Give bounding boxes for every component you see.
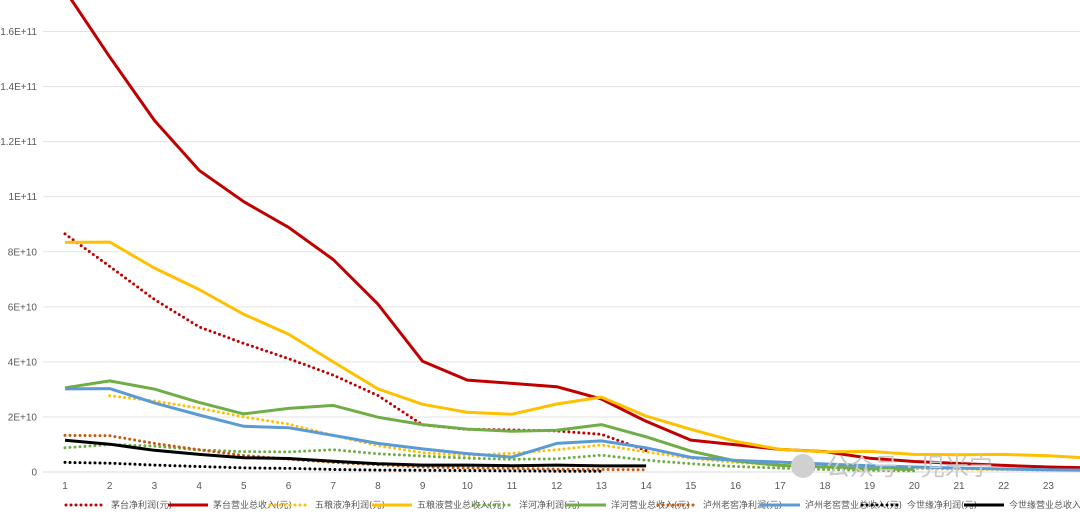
y-tick-label: 8E+10: [8, 247, 38, 258]
y-axis-tick-labels: 0 2E+10 4E+10 6E+10 8E+10 1E+11 1.2E+11 1.4E+11…: [0, 27, 37, 478]
x-tick-label: 6: [286, 481, 292, 492]
x-tick-label: 19: [864, 481, 876, 492]
x-tick-label: 11: [507, 481, 518, 492]
legend-label: 洋河营业总收入(元): [611, 499, 690, 511]
x-tick-label: 22: [998, 481, 1010, 492]
watermark-text: 公众号 · 児米宁: [826, 453, 993, 481]
x-tick-label: 3: [152, 481, 158, 492]
legend-label: 今世缘净利润(元): [907, 499, 977, 511]
legend: 茅台净利润(元) 茅台营业总收入(元) 五粮液净利润(元) 五粮液营业总收入(元) 洋河…: [64, 499, 1080, 511]
y-tick-label: 1.6E+11: [0, 27, 37, 38]
legend-label: 洋河净利润(元): [519, 499, 580, 511]
legend-label: 茅台营业总收入(元): [213, 499, 292, 511]
series-line: [63, 460, 603, 473]
y-tick-label: 1E+11: [9, 192, 38, 203]
x-tick-label: 15: [685, 481, 697, 492]
series-line: [64, 379, 915, 471]
x-tick-label: 12: [551, 481, 563, 492]
legend-label: 五粮液营业总收入(元): [417, 499, 505, 511]
x-tick-label: 16: [730, 481, 742, 492]
y-tick-label: 6E+10: [8, 302, 38, 313]
x-tick-label: 20: [909, 481, 921, 492]
y-tick-label: 0: [31, 468, 37, 479]
series-line: [64, 240, 1080, 459]
y-tick-label: 1.2E+11: [0, 137, 37, 148]
x-tick-label: 21: [953, 481, 965, 492]
x-tick-label: 10: [462, 481, 474, 492]
x-tick-label: 14: [641, 481, 653, 492]
x-tick-label: 9: [420, 481, 426, 492]
legend-label: 五粮液净利润(元): [315, 499, 385, 511]
x-tick-label: 2: [107, 481, 113, 492]
series-line: [108, 394, 1080, 472]
y-tick-label: 4E+10: [8, 357, 38, 368]
series-lines: [63, 0, 1080, 473]
x-axis-tick-labels: 1 2 3 4 5 6 7 8 9 10 11 12 13 14 15 16 17 18 19 20 21 22 23: [62, 481, 1054, 492]
legend-label: 泸州老窖营业总收入(元): [805, 499, 902, 511]
series-line: [64, 438, 647, 468]
series-line: [64, 387, 1080, 472]
x-tick-label: 8: [375, 481, 381, 492]
x-tick-label: 4: [196, 481, 202, 492]
series-line: [69, 0, 1080, 470]
x-tick-label: 13: [596, 481, 608, 492]
x-tick-label: 17: [775, 481, 787, 492]
x-tick-label: 23: [1043, 481, 1055, 492]
series-line: [63, 433, 648, 472]
y-tick-label: 2E+10: [8, 412, 38, 423]
y-tick-label: 1.4E+11: [0, 82, 37, 93]
legend-label: 泸州老窖净利润(元): [703, 499, 782, 511]
gridlines: [43, 31, 1080, 418]
series-line: [63, 443, 916, 473]
watermark: 公众号 · 児米宁: [791, 453, 993, 481]
watermark-logo-icon: [791, 454, 815, 478]
legend-label: 今世缘营业总收入(元): [1009, 499, 1080, 511]
x-tick-label: 18: [819, 481, 831, 492]
legend-label: 茅台净利润(元): [111, 499, 172, 511]
x-tick-label: 5: [241, 481, 247, 492]
x-tick-label: 7: [330, 481, 336, 492]
x-tick-label: 1: [62, 481, 68, 492]
